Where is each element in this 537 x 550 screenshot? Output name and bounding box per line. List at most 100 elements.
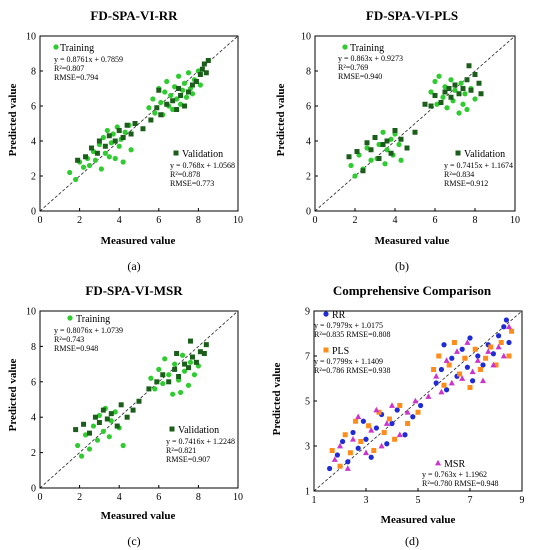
panel-a: FD-SPA-VI-RR Predicted value Measured va… bbox=[0, 0, 268, 275]
y-tick-label: 0 bbox=[31, 484, 36, 495]
training-point bbox=[162, 89, 168, 95]
rr-point bbox=[418, 402, 424, 409]
validation-point bbox=[203, 342, 209, 348]
msr-point bbox=[454, 348, 460, 354]
training-point bbox=[110, 131, 116, 137]
data-points bbox=[73, 338, 209, 459]
validation-point bbox=[428, 103, 434, 109]
y-tick-label: 2 bbox=[31, 172, 36, 183]
validation-point bbox=[130, 407, 136, 413]
training-point bbox=[428, 89, 434, 95]
validation-point bbox=[120, 135, 126, 140]
training-point bbox=[364, 145, 370, 151]
validation-point bbox=[136, 398, 142, 404]
validation-point bbox=[182, 361, 188, 367]
legend-validation-r2: R²=0.821 bbox=[166, 446, 196, 455]
validation-point bbox=[102, 143, 108, 149]
rr-point bbox=[475, 353, 481, 359]
rr-point bbox=[467, 335, 473, 341]
legend-training-name: Training bbox=[76, 314, 110, 325]
x-tick-label: 10 bbox=[233, 215, 243, 226]
msr-point bbox=[378, 442, 385, 449]
legend-msr-eq: y = 0.763x + 1.1962 bbox=[422, 470, 487, 479]
training-point bbox=[94, 437, 101, 443]
training-point bbox=[174, 96, 180, 102]
legend-rr: RR y = 0.7979x + 1.0175 R²=0.835 RMSE=0.… bbox=[314, 310, 391, 339]
y-tick-label: 0 bbox=[306, 207, 311, 218]
scatter-chart-b: FD-SPA-VI-PLS Predicted value Measured v… bbox=[275, 8, 520, 273]
training-point bbox=[183, 94, 190, 100]
rr-point bbox=[459, 346, 465, 352]
rr-point bbox=[464, 364, 470, 370]
msr-point bbox=[331, 456, 338, 462]
y-tick-label: 9 bbox=[305, 307, 310, 318]
legend-validation-r2: R²=0.878 bbox=[170, 170, 200, 179]
validation-point bbox=[146, 386, 152, 392]
training-point bbox=[128, 147, 134, 153]
legend-marker-rr bbox=[323, 311, 329, 317]
msr-point bbox=[485, 348, 492, 354]
legend-marker-msr bbox=[435, 459, 441, 466]
y-tick-label: 8 bbox=[31, 67, 36, 78]
training-point bbox=[158, 99, 164, 106]
validation-point bbox=[205, 58, 211, 63]
y-tick-label: 10 bbox=[26, 307, 36, 318]
training-point bbox=[464, 106, 470, 113]
msr-point bbox=[355, 413, 362, 420]
chart-title: FD-SPA-VI-MSR bbox=[85, 283, 183, 298]
pls-point bbox=[371, 448, 377, 453]
legend-validation-name: Validation bbox=[464, 149, 505, 160]
pls-point bbox=[483, 355, 489, 361]
training-point bbox=[348, 162, 354, 169]
x-tick-label: 6 bbox=[156, 492, 161, 503]
legend-rr-name: RR bbox=[332, 310, 346, 321]
training-point bbox=[102, 150, 108, 156]
rr-point bbox=[334, 452, 340, 458]
training-point bbox=[78, 453, 85, 459]
training-point bbox=[382, 161, 388, 167]
training-point bbox=[440, 94, 446, 100]
legend-validation-rmse: RMSE=0.907 bbox=[166, 455, 210, 464]
training-point bbox=[98, 166, 104, 172]
training-point bbox=[472, 96, 478, 102]
training-point bbox=[122, 129, 128, 135]
validation-point bbox=[160, 372, 166, 378]
y-tick-label: 6 bbox=[306, 102, 311, 113]
validation-point bbox=[380, 142, 386, 147]
training-point bbox=[448, 77, 454, 83]
validation-point bbox=[388, 150, 394, 156]
validation-point bbox=[87, 430, 92, 436]
pls-point bbox=[506, 353, 512, 359]
validation-point bbox=[75, 157, 81, 163]
x-tick-label: 6 bbox=[433, 215, 438, 226]
rr-point bbox=[433, 380, 439, 386]
training-point bbox=[380, 129, 386, 135]
validation-point bbox=[364, 140, 370, 146]
x-tick-label: 7 bbox=[468, 495, 473, 506]
training-point bbox=[452, 87, 458, 93]
rr-point bbox=[506, 339, 512, 346]
panel-label: (d) bbox=[405, 534, 419, 548]
rr-point bbox=[470, 378, 476, 384]
validation-point bbox=[442, 89, 448, 95]
panel-label: (c) bbox=[127, 534, 140, 548]
x-tick-label: 1 bbox=[312, 495, 317, 506]
legend-training-eq: y = 0.8076x + 1.0739 bbox=[54, 326, 123, 335]
training-point bbox=[86, 446, 93, 452]
rr-point bbox=[441, 342, 447, 348]
validation-point bbox=[186, 365, 191, 371]
rr-point bbox=[402, 432, 408, 438]
training-point bbox=[166, 372, 172, 378]
legend-validation-rmse: RMSE=0.912 bbox=[444, 179, 488, 188]
validation-point bbox=[170, 98, 176, 104]
rr-point bbox=[490, 351, 496, 357]
y-tick-label: 6 bbox=[31, 377, 36, 388]
validation-point bbox=[478, 91, 484, 97]
y-tick-label: 7 bbox=[305, 352, 310, 363]
training-point bbox=[456, 110, 462, 116]
training-point bbox=[160, 380, 166, 387]
legend-validation-name: Validation bbox=[182, 149, 223, 160]
training-point bbox=[388, 136, 394, 142]
x-tick-label: 0 bbox=[313, 215, 318, 226]
training-point bbox=[442, 84, 448, 90]
